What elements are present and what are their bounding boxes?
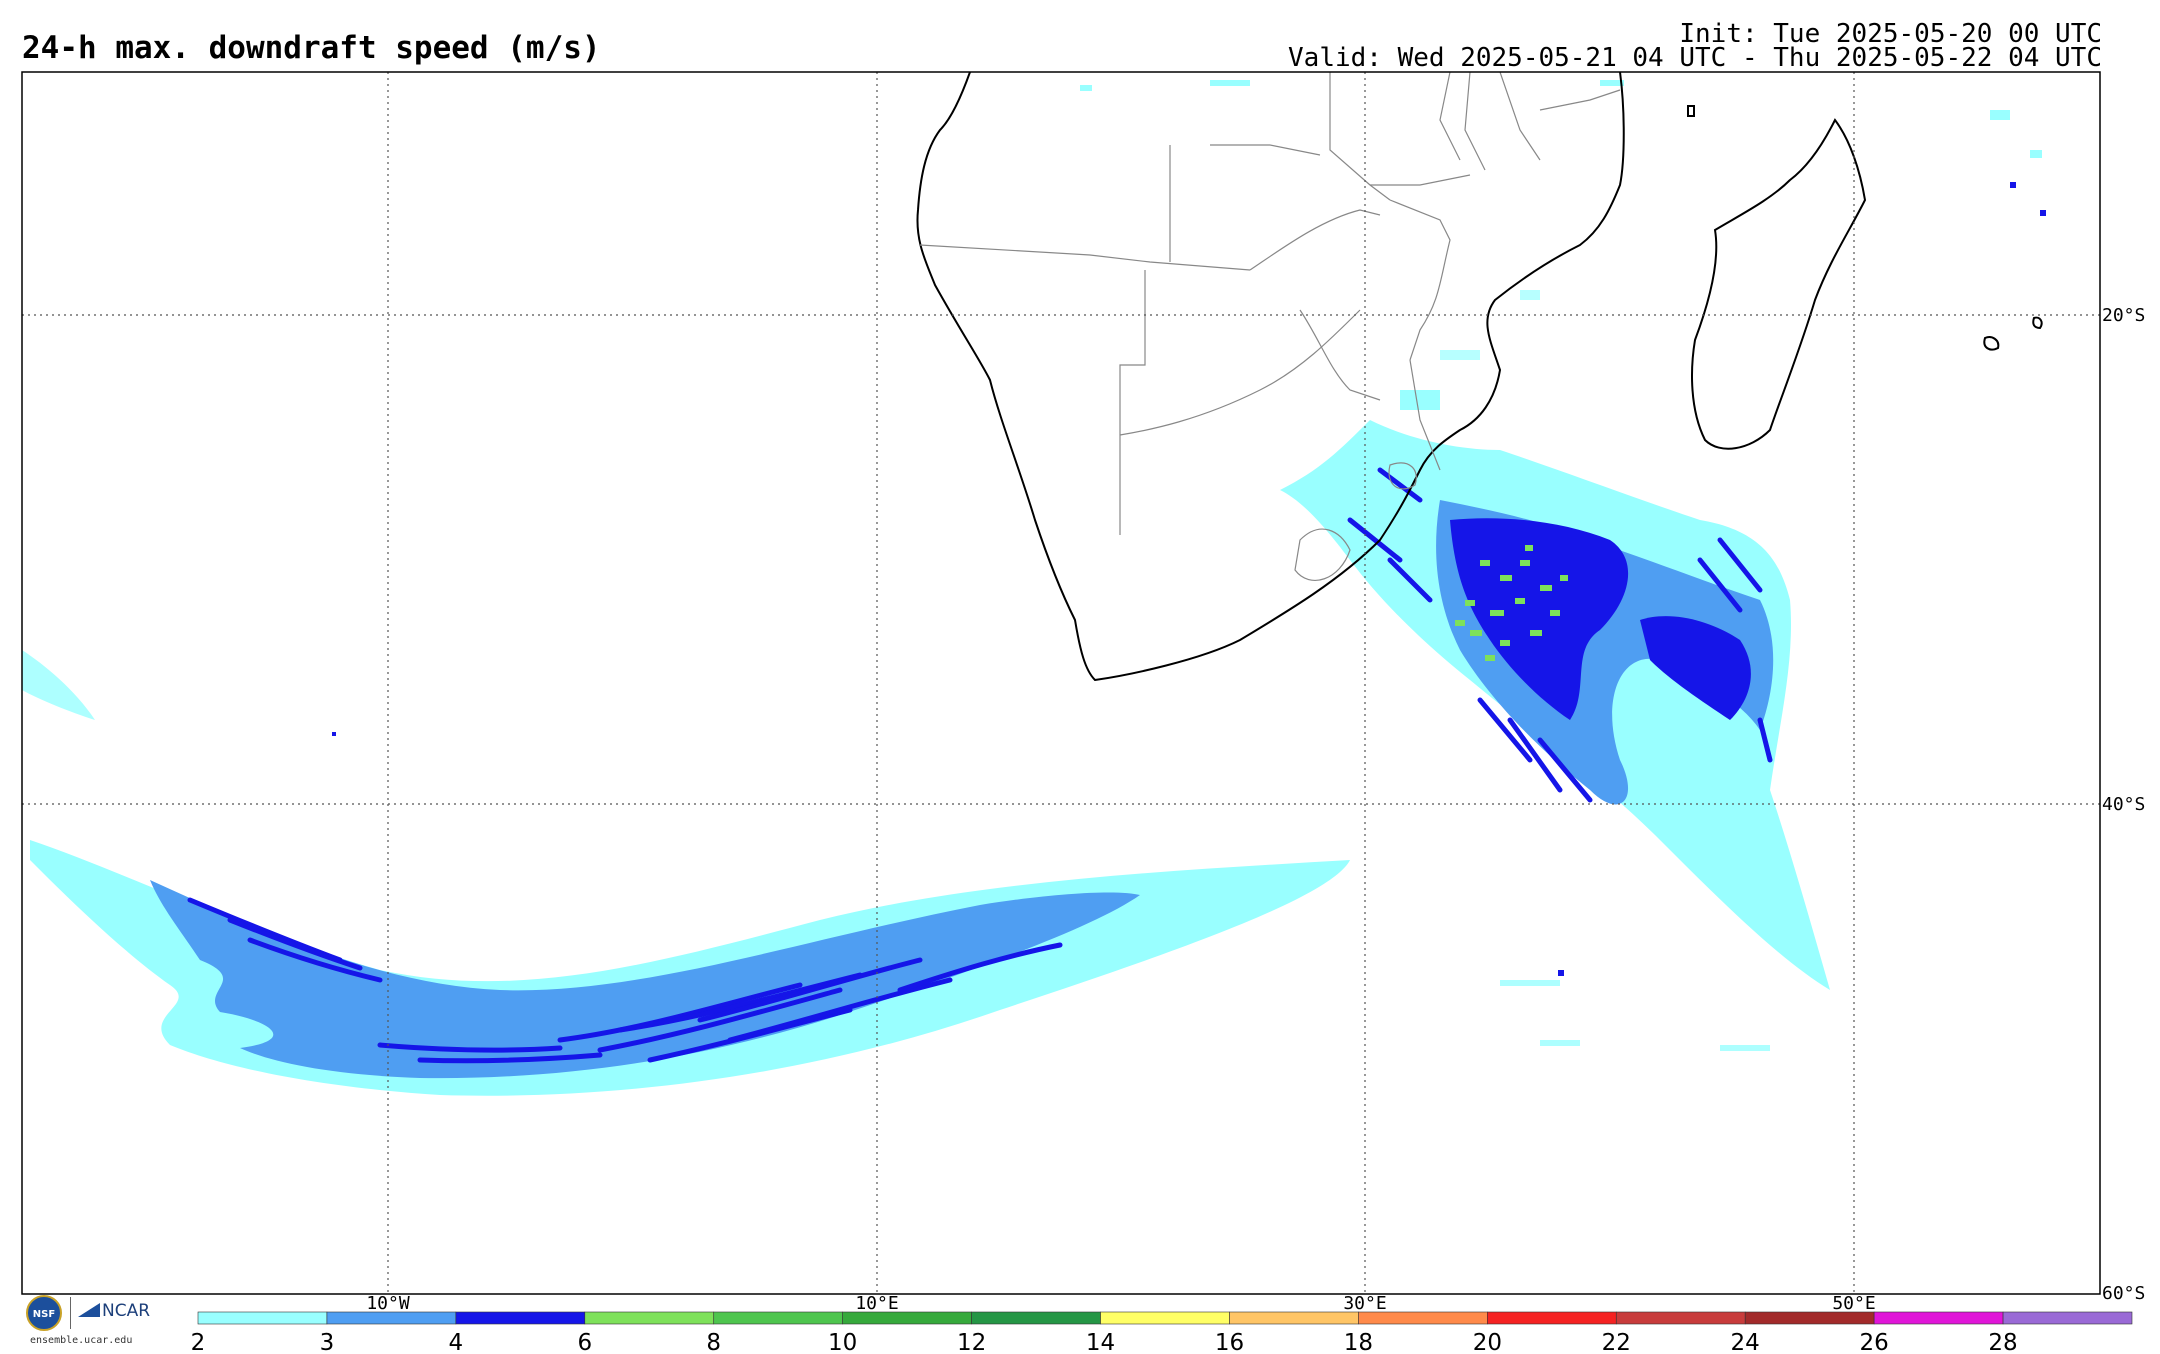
ncar-mark-icon — [78, 1303, 100, 1317]
southern-band-light-2 — [22, 650, 95, 720]
colorbar-tick-label: 12 — [957, 1330, 986, 1354]
lon-label-10w: 10°W — [366, 1293, 410, 1314]
colorbar-tick-label: 3 — [320, 1330, 335, 1354]
coastlines — [916, 72, 2043, 682]
africa-coastline — [916, 72, 1625, 682]
colorbar-tick-label: 24 — [1731, 1330, 1760, 1354]
colorbar-swatch — [455, 1311, 586, 1325]
southern-band-dark — [187, 897, 1063, 1064]
lat-label-60s: 60°S — [2102, 1283, 2145, 1304]
lon-label-50e: 50°E — [1832, 1293, 1875, 1314]
colorbar-swatch — [197, 1311, 328, 1325]
ncar-logo-text: NCAR — [102, 1301, 151, 1321]
colorbar-swatch — [1744, 1311, 1875, 1325]
southern-band-medium — [150, 880, 1140, 1079]
colorbar-tick-label: 20 — [1473, 1330, 1502, 1354]
colorbar-swatch — [1487, 1311, 1617, 1325]
colorbar-tick-label: 14 — [1086, 1330, 1115, 1354]
site-url: ensemble.ucar.edu — [30, 1335, 133, 1346]
init-time: Init: Tue 2025-05-20 00 UTC — [1679, 19, 2102, 49]
colorbar-swatch — [1615, 1311, 1746, 1325]
colorbar-swatch — [2002, 1311, 2133, 1325]
colorbar-swatch — [971, 1311, 1101, 1325]
colorbar-swatch — [713, 1311, 843, 1325]
downdraft-shading — [22, 80, 2046, 1096]
lon-label-30e: 30°E — [1343, 1293, 1386, 1314]
logo-area: NSF NCAR ensemble.ucar.edu — [24, 1293, 164, 1349]
map-frame — [21, 71, 2101, 1295]
eastern-green-cells — [1455, 545, 1568, 661]
eastern-system-dark-2 — [1640, 616, 1751, 720]
colorbar-swatch — [326, 1311, 457, 1325]
colorbar-tick-label: 22 — [1602, 1330, 1631, 1354]
colorbar-tick-label: 2 — [191, 1330, 206, 1354]
logo-divider — [70, 1297, 71, 1329]
nsf-logo: NSF — [26, 1295, 62, 1331]
island-1 — [1983, 336, 2000, 351]
eastern-system-dark — [1450, 518, 1629, 720]
colorbar-tick-label: 16 — [1215, 1330, 1244, 1354]
country-borders — [919, 72, 1621, 581]
colorbar-swatch — [1358, 1311, 1488, 1325]
colorbar-swatch — [842, 1311, 972, 1325]
island-3 — [1687, 105, 1695, 117]
colorbar-tick-label: 18 — [1344, 1330, 1373, 1354]
colorbar-tick-label: 4 — [449, 1330, 464, 1354]
scattered-dark — [332, 182, 2046, 976]
colorbar: 2 3 4 6 8 10 12 14 16 18 20 22 24 26 28 — [191, 1311, 2133, 1354]
ncar-logo: NCAR — [78, 1301, 150, 1321]
lat-label-20s: 20°S — [2102, 305, 2145, 326]
colorbar-tick-label: 28 — [1988, 1330, 2017, 1354]
colorbar-tick-label: 26 — [1859, 1330, 1888, 1354]
gridlines — [22, 72, 2100, 1294]
valid-time: Valid: Wed 2025-05-21 04 UTC - Thu 2025-… — [1288, 43, 2102, 73]
colorbar-swatch — [584, 1311, 715, 1325]
page-title: 24-h max. downdraft speed (m/s) — [22, 30, 601, 66]
colorbar-tick-label: 10 — [828, 1330, 857, 1354]
colorbar-swatch — [1873, 1311, 2004, 1325]
island-2 — [2032, 316, 2043, 330]
colorbar-swatch — [1229, 1311, 1359, 1325]
madagascar — [1691, 118, 1867, 450]
eastern-dark-streaks — [1347, 467, 1773, 803]
colorbar-tick-label: 6 — [577, 1330, 592, 1354]
lat-label-40s: 40°S — [2102, 794, 2145, 815]
scattered-patches — [1080, 80, 2042, 1051]
colorbar-tick-label: 8 — [706, 1330, 721, 1354]
lon-label-10e: 10°E — [855, 1293, 898, 1314]
colorbar-swatch — [1100, 1311, 1230, 1325]
